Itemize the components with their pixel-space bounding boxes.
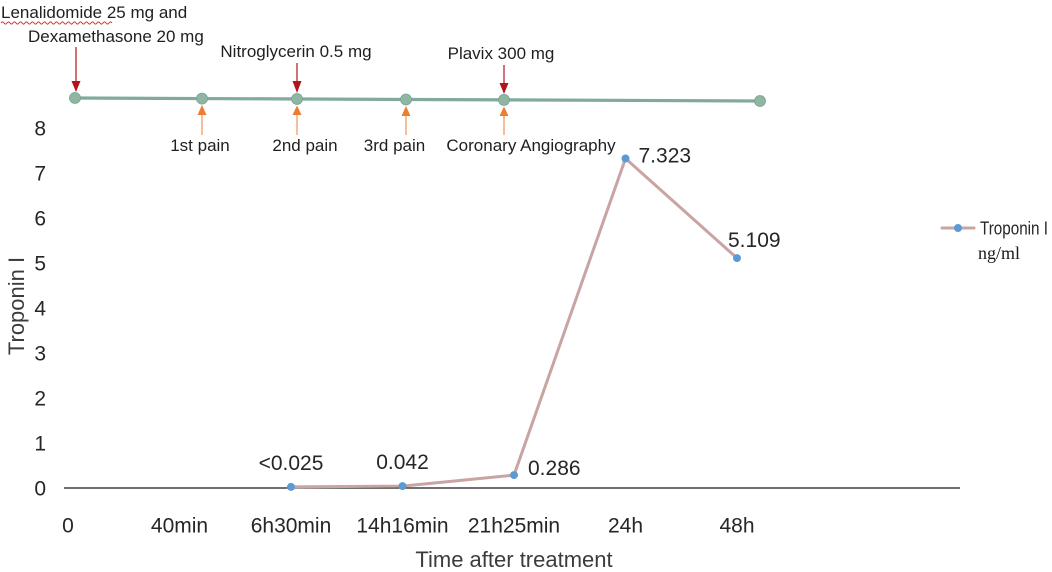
data-label: 0.286 bbox=[528, 457, 581, 480]
event-arrow bbox=[401, 106, 411, 135]
legend-unit: ng/ml bbox=[978, 243, 1020, 263]
event-label: Coronary Angiography bbox=[446, 136, 616, 155]
x-axis-ticks: 0 40min 6h30min 14h16min 21h25min 24h 48h bbox=[62, 515, 754, 538]
timeline-dot bbox=[400, 93, 412, 106]
event-labels: 1st pain 2nd pain 3rd pain Coronary Angi… bbox=[170, 136, 616, 155]
data-point bbox=[287, 482, 295, 491]
treatment-label: Nitroglycerin 0.5 mg bbox=[220, 42, 371, 61]
treatment-arrow bbox=[71, 47, 81, 92]
data-labels: <0.025 0.042 0.286 7.323 5.109 bbox=[259, 145, 781, 481]
treatment-timeline bbox=[69, 92, 766, 107]
x-tick-label: 24h bbox=[608, 515, 643, 538]
y-tick-label: 4 bbox=[34, 298, 46, 321]
x-tick-label: 14h16min bbox=[356, 515, 448, 538]
timeline-line bbox=[73, 96, 762, 103]
treatment-label: Dexamethasone 20 mg bbox=[28, 27, 204, 46]
timeline-dot bbox=[498, 94, 510, 106]
y-tick-label: 5 bbox=[34, 253, 46, 276]
arrow-head bbox=[71, 81, 81, 92]
y-tick-label: 0 bbox=[34, 478, 46, 501]
arrow-head bbox=[197, 105, 207, 115]
arrow-head bbox=[499, 83, 509, 94]
event-label: 3rd pain bbox=[364, 136, 425, 155]
x-tick-label: 48h bbox=[719, 515, 754, 538]
data-label: 5.109 bbox=[728, 229, 781, 252]
legend-marker bbox=[954, 224, 962, 232]
timeline-dot bbox=[291, 93, 303, 105]
y-tick-label: 3 bbox=[34, 343, 46, 366]
y-tick-label: 6 bbox=[34, 208, 46, 231]
x-tick-label: 21h25min bbox=[468, 515, 560, 538]
legend-label: Troponin I bbox=[980, 219, 1048, 239]
arrow-head bbox=[401, 106, 411, 116]
treatment-label: Lenalidomide 25 mg and bbox=[1, 3, 187, 22]
arrow-head bbox=[292, 81, 302, 93]
data-point bbox=[733, 254, 741, 263]
data-point bbox=[510, 471, 518, 480]
y-tick-label: 1 bbox=[34, 433, 46, 456]
arrow-head bbox=[499, 106, 509, 116]
event-arrow bbox=[499, 106, 509, 135]
timeline-dot bbox=[754, 95, 766, 107]
event-label: 2nd pain bbox=[272, 136, 337, 155]
event-arrow bbox=[197, 105, 207, 135]
data-label: 0.042 bbox=[376, 451, 429, 474]
y-tick-label: 7 bbox=[34, 163, 46, 186]
treatment-labels: Lenalidomide 25 mg and Dexamethasone 20 … bbox=[0, 3, 555, 63]
y-axis-title: Troponin I bbox=[4, 257, 29, 355]
event-label: 1st pain bbox=[170, 136, 230, 155]
treatment-arrow bbox=[499, 65, 509, 94]
spellcheck-underline bbox=[0, 21, 113, 25]
event-arrow bbox=[292, 105, 302, 135]
y-tick-label: 8 bbox=[34, 118, 46, 141]
arrow-head bbox=[292, 105, 302, 115]
x-tick-label: 0 bbox=[62, 515, 74, 538]
y-tick-label: 2 bbox=[34, 388, 46, 411]
data-points bbox=[287, 154, 741, 491]
treatment-arrow bbox=[292, 63, 302, 93]
x-tick-label: 6h30min bbox=[251, 515, 332, 538]
timeline-dot bbox=[196, 92, 208, 105]
data-label: <0.025 bbox=[259, 452, 324, 475]
x-tick-label: 40min bbox=[151, 515, 208, 538]
treatment-label: Plavix 300 mg bbox=[448, 44, 555, 63]
data-point bbox=[398, 482, 407, 491]
data-label: 7.323 bbox=[639, 145, 692, 168]
y-axis-ticks: 0 1 2 3 4 5 6 7 8 bbox=[34, 118, 46, 501]
x-axis-title: Time after treatment bbox=[415, 547, 612, 572]
legend: Troponin I ng/ml bbox=[940, 219, 1048, 263]
data-point bbox=[621, 154, 630, 163]
plot-area: 0 1 2 3 4 5 6 7 8 0 40min 6h30min 14h16min 21h25min 2… bbox=[34, 118, 960, 538]
timeline-dot bbox=[69, 92, 81, 104]
